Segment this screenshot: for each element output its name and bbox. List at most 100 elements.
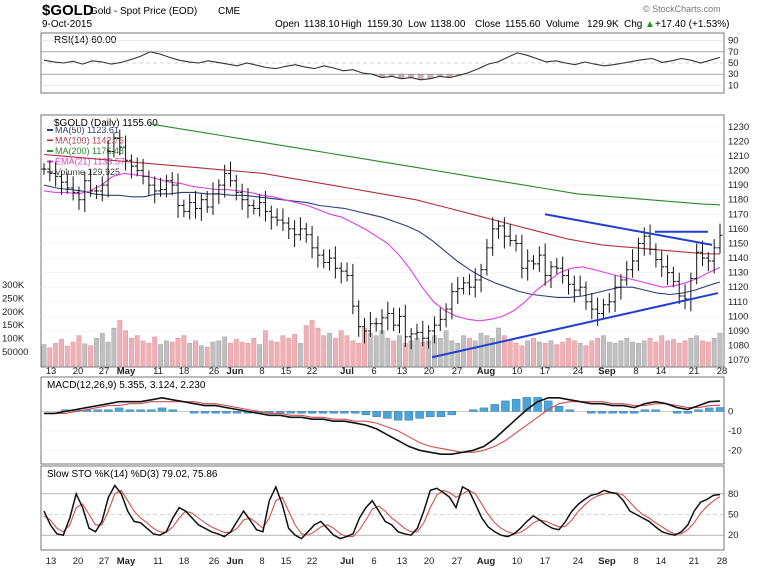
volume-bar (128, 338, 134, 367)
ohlc-bar (600, 298, 606, 320)
chg-value: +17.40 (+1.53%) (655, 19, 730, 30)
macd-histogram-bar (200, 411, 210, 414)
volume-bar (618, 340, 624, 367)
x-axis-bottom-label: 28 (717, 556, 728, 567)
ohlc-bar (204, 190, 210, 213)
ohlc-bar (338, 262, 344, 284)
ohlc-bar (682, 284, 688, 310)
volume-bar (560, 341, 566, 367)
ohlc-bar (245, 188, 251, 218)
ohlc-bar (309, 225, 315, 259)
volume-label: Volume (546, 19, 580, 30)
volume-bar (309, 320, 315, 367)
sto-d-line (43, 489, 721, 538)
x-axis-top-label: 26 (209, 366, 220, 377)
volume-bar (263, 330, 268, 367)
ohlc-bar (152, 176, 158, 204)
trendline (544, 213, 713, 246)
ohlc-bar (227, 161, 233, 187)
volume-bar (233, 339, 239, 367)
ohlc-bar (490, 217, 496, 256)
ohlc-bar (659, 250, 665, 278)
macd-histogram-bar (640, 409, 650, 412)
x-axis-top-label: 21 (689, 366, 700, 377)
volume-bar (601, 335, 606, 367)
ohlc-bar (58, 170, 64, 195)
volume-bar (303, 325, 309, 367)
ohlc-bar (542, 243, 548, 286)
rsi-tick-label: 50 (728, 58, 739, 69)
price-tick-label: 1210 (728, 151, 749, 162)
ohlc-bar (210, 182, 216, 216)
axis-labels: 9070503010123012201210120011901180117011… (2, 36, 749, 567)
x-axis-bottom-label: 13 (46, 556, 57, 567)
ohlc-bar (128, 154, 134, 179)
ohlc-bar (420, 320, 426, 347)
volume-bars (41, 320, 723, 367)
x-axis-top-label: 20 (73, 366, 84, 377)
ohlc-bar (595, 297, 601, 326)
volume-bar (502, 335, 507, 367)
volume-bar (554, 344, 560, 367)
x-axis-top-label: 28 (717, 366, 728, 377)
rsi-line (43, 51, 721, 81)
price-tick-label: 1080 (728, 341, 749, 352)
x-axis-top-label: 15 (281, 366, 292, 377)
macd-histogram-bar (104, 409, 113, 412)
macd-histogram-bar (469, 409, 478, 412)
volume-bar (169, 341, 175, 367)
high-value: 1159.30 (367, 19, 403, 30)
macd-histogram-bar (426, 411, 435, 417)
x-axis-top-label: 8 (633, 366, 638, 377)
ohlc-bar (705, 252, 711, 272)
price-tick-label: 1070 (728, 355, 749, 366)
ohlc-bar (187, 193, 193, 220)
volume-bar (82, 343, 88, 367)
x-axis-top-label: 17 (540, 366, 551, 377)
ohlc-bar (455, 277, 461, 304)
volume-bar (437, 338, 443, 367)
ohlc-bar (111, 132, 117, 158)
open-value: 1138.10 (304, 19, 340, 30)
x-axis-bottom-label: 10 (512, 556, 523, 567)
macd-histogram-bar (587, 411, 596, 414)
sto-panel (40, 465, 725, 551)
volume-bar (333, 338, 338, 367)
volume-bar (292, 334, 297, 367)
macd-histogram-bar (136, 409, 145, 412)
legend-entry: MA(50) 1123.61 (55, 125, 119, 135)
legend-entry: EMA(21) 1133.57 (55, 157, 125, 167)
x-axis-top-label: 24 (573, 366, 584, 377)
volume-bar (70, 341, 76, 367)
legend-entry: Volume 129,925 (55, 167, 120, 177)
ohlc-bar (630, 249, 636, 278)
trendlines (431, 213, 719, 359)
sto-tick-label: 20 (728, 530, 739, 541)
ohlc-bar (216, 179, 222, 205)
volume-bar (59, 339, 64, 367)
macd-histogram-bar (501, 400, 510, 412)
ohlc-bar (577, 275, 583, 296)
volume-bar (140, 340, 146, 367)
x-axis-top-label: 14 (656, 366, 667, 377)
ma100-line (43, 153, 721, 255)
rsi-tick-label: 90 (728, 36, 739, 47)
macd-histogram-bar (147, 409, 156, 412)
volume-bar (688, 338, 694, 367)
volume-bar (636, 343, 641, 367)
ema21-line (43, 172, 721, 322)
ohlc-bar (472, 268, 478, 298)
rsi-tick-label: 10 (728, 80, 739, 91)
ohlc-bar (286, 217, 292, 240)
volume-bar (158, 344, 163, 367)
volume-bar (210, 341, 216, 367)
x-axis-top-label: 18 (179, 366, 190, 377)
volume-bar (163, 340, 169, 367)
price-tick-label: 1140 (728, 253, 748, 264)
volume-tick-label: 300K (2, 280, 25, 291)
ohlc-bar (647, 224, 653, 256)
macd-title: MACD(12,26,9) 5.355, 3.124, 2.230 (47, 380, 206, 391)
macd-histogram-bar (404, 411, 413, 421)
volume-bar (589, 340, 595, 367)
macd-histogram-bar (715, 407, 725, 412)
